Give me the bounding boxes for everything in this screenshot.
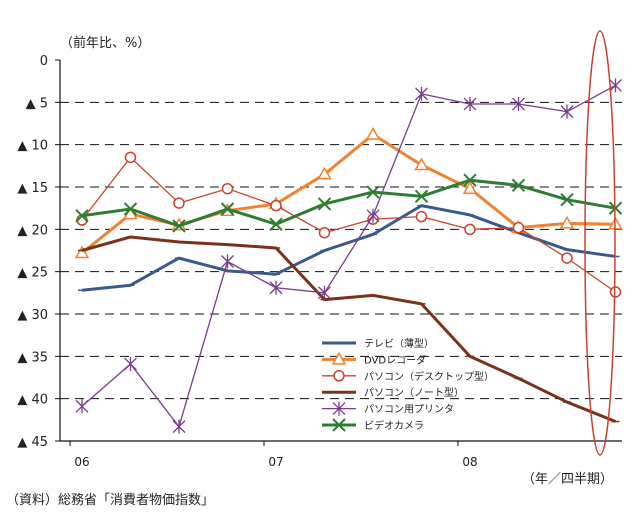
highlight-ellipse [584,30,616,456]
data-point [221,254,234,269]
y-tick-label: ▲ 45 [17,435,48,450]
legend-marker [332,418,346,432]
legend-label: パソコン（ノート型） [364,386,464,399]
legend-item: パソコン用プリンタ [322,401,454,416]
legend-label: パソコン（デスクトップ型） [364,370,494,383]
series-group [74,78,623,434]
data-point [559,215,575,229]
legend-label: パソコン用プリンタ [364,404,454,416]
data-point [124,151,137,164]
legend-label: テレビ（薄型） [364,337,434,350]
legend-marker [332,401,346,416]
data-point [609,78,622,93]
legend-item: パソコン（デスクトップ型） [322,370,494,383]
data-point [269,280,283,295]
series-line [81,156,616,293]
y-axis-label: （前年比、%） [60,35,150,51]
legend-item: ビデオカメラ [322,418,424,432]
legend-marker [331,351,347,365]
x-tick-label: 06 [74,455,89,469]
data-point [414,189,429,204]
y-tick-label: ▲ 15 [17,181,48,196]
data-point [463,97,477,112]
data-point [123,202,138,216]
data-point [220,202,235,216]
axes [55,59,622,446]
data-point [609,286,622,298]
legend-label: DVDレコーダ [364,353,426,366]
series-line [81,133,616,255]
series-line [81,204,616,292]
series-3 [78,235,620,423]
data-point [74,245,90,259]
data-point [172,219,186,233]
legend-item: DVDレコーダ [322,351,426,366]
data-point [365,126,381,140]
data-point [464,223,476,236]
legend-item: パソコン（ノート型） [322,386,464,399]
x-tick-label: 08 [462,455,477,469]
data-point [511,178,526,193]
data-point [415,86,428,101]
data-point [560,104,574,119]
y-tick-labels: 0 ▲ 5 ▲ 10 ▲ 15 ▲ 20 ▲ 25 ▲ 30 ▲ 35 ▲ 40 ▲ 45 [17,54,48,450]
legend-item: テレビ（薄型） [322,337,434,350]
data-point [462,181,478,194]
data-point [561,252,573,264]
y-tick-label: ▲ 25 [17,266,48,281]
legend-label: ビデオカメラ [364,419,424,432]
x-axis-label: （年／四半期） [522,472,613,487]
y-tick-label: ▲ 35 [17,350,48,365]
y-tick-label: ▲ 10 [17,139,48,154]
series-line [81,84,616,428]
x-tick-labels: 06 07 08 [74,455,477,469]
legend-marker [333,370,345,382]
series-line [81,235,617,423]
data-point [75,209,89,223]
data-point [560,192,574,207]
series-line [81,178,616,228]
data-point [75,399,89,414]
data-point [124,356,137,371]
data-point [317,197,332,211]
data-point [269,217,283,231]
source-note: （資料）総務省「消費者物価指数」 [6,493,214,508]
data-point [463,173,477,187]
data-point [270,199,282,212]
series-4 [75,78,622,434]
data-point [415,210,428,223]
data-point [172,419,186,434]
x-tick-label: 07 [268,455,283,469]
data-point [318,226,331,239]
y-tick-label: 0 [40,54,48,69]
y-tick-label: ▲ 20 [17,223,48,238]
data-point [512,97,525,112]
data-point [221,182,234,195]
data-point [512,221,525,234]
grid [60,101,622,400]
series-5 [75,173,623,233]
data-point [173,197,185,209]
data-point [318,285,331,300]
y-tick-label: ▲ 30 [17,308,48,323]
data-point [366,208,380,223]
y-tick-label: ▲ 40 [17,393,48,408]
data-point [317,166,332,180]
data-point [414,157,429,171]
data-point [366,185,380,199]
y-tick-label: ▲ 5 [26,96,48,111]
